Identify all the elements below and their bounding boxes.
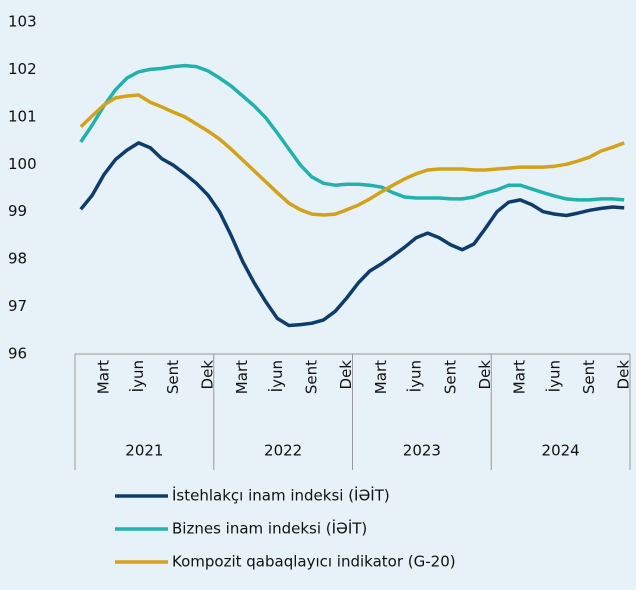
year-label: 2022 [264,442,302,460]
x-tick-label: Mart [372,360,390,394]
x-tick-label: İyun [544,360,563,392]
y-tick-label: 99 [8,202,27,220]
x-tick-label: Sent [580,360,598,394]
y-tick-label: 98 [8,250,27,268]
x-tick-label: Dek [476,360,494,390]
x-tick-label: İyun [406,360,425,392]
x-tick-label: Mart [94,360,112,394]
series-line [79,93,625,217]
year-label: 2021 [125,442,163,460]
series-line [79,141,625,328]
y-tick-label: 96 [8,345,27,363]
x-tick-label: İyun [128,360,147,392]
x-tick-label: Dek [337,360,355,390]
x-tick-label: Mart [233,360,251,394]
y-tick-label: 101 [8,107,37,125]
x-tick-label: Sent [441,360,459,394]
x-tick-label: Dek [198,360,216,390]
legend-label: Biznes inam indeksi (İƏİT) [172,519,367,538]
y-tick-label: 100 [8,155,37,173]
y-tick-label: 97 [8,297,27,315]
x-tick-label: Dek [615,360,633,390]
x-tick-label: İyun [267,360,286,392]
x-tick-label: Sent [164,360,182,394]
y-tick-label: 103 [8,13,37,31]
year-label: 2024 [542,442,580,460]
legend-label: İstehlakçı inam indeksi (İƏİT) [172,486,390,505]
y-tick-label: 102 [8,60,37,78]
year-label: 2023 [403,442,441,460]
x-tick-label: Sent [303,360,321,394]
series-line [79,63,625,202]
x-tick-label: Mart [511,360,529,394]
legend-label: Kompozit qabaqlayıcı indikator (G-20) [172,553,456,571]
